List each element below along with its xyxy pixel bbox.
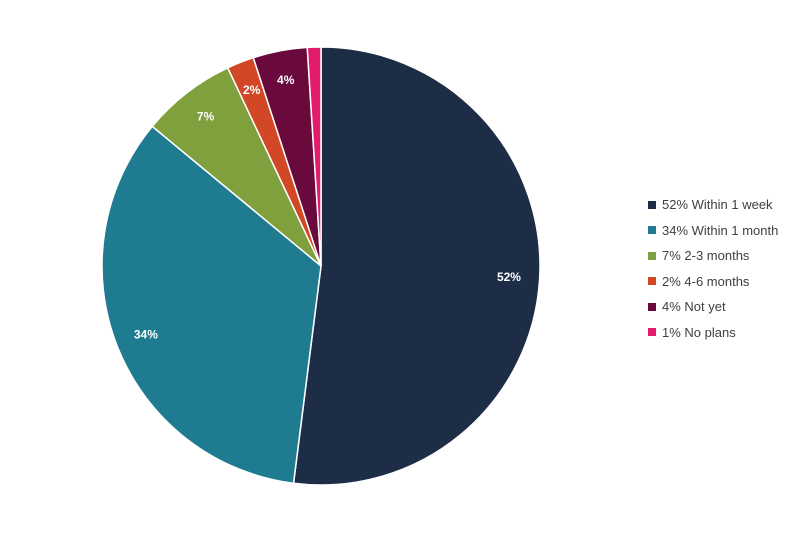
legend-swatch bbox=[648, 251, 656, 260]
slice-labels: 52% 34% 7% 2% 4% bbox=[134, 73, 521, 341]
data-label-4-6-months: 2% bbox=[243, 83, 261, 97]
data-label-within-1-week: 52% bbox=[497, 270, 521, 284]
legend-swatch bbox=[648, 226, 656, 235]
data-label-2-3-months: 7% bbox=[197, 109, 215, 123]
legend-swatch bbox=[648, 328, 656, 337]
data-label-within-1-month: 34% bbox=[134, 328, 158, 342]
legend-label: 1% No plans bbox=[662, 324, 736, 340]
legend: 52% Within 1 week 34% Within 1 month 7% … bbox=[648, 192, 778, 345]
legend-label: 2% 4-6 months bbox=[662, 273, 750, 289]
legend-swatch bbox=[648, 200, 656, 209]
pie-slice-within-1-week bbox=[292, 46, 541, 486]
pie-slices bbox=[101, 46, 541, 486]
legend-swatch bbox=[648, 302, 656, 311]
legend-label: 34% Within 1 month bbox=[662, 222, 779, 238]
legend-swatch bbox=[648, 277, 656, 286]
legend-item-2-3-months: 7% 2-3 months bbox=[648, 243, 778, 269]
legend-item-no-plans: 1% No plans bbox=[648, 320, 778, 346]
legend-item-4-6-months: 2% 4-6 months bbox=[648, 269, 778, 295]
legend-label: 4% Not yet bbox=[662, 299, 726, 315]
legend-item-not-yet: 4% Not yet bbox=[648, 294, 778, 320]
legend-item-within-1-month: 34% Within 1 month bbox=[648, 218, 778, 244]
legend-item-within-1-week: 52% Within 1 week bbox=[648, 192, 778, 218]
pie-slice-no-plans bbox=[306, 46, 322, 267]
legend-label: 52% Within 1 week bbox=[662, 197, 773, 213]
data-label-not-yet: 4% bbox=[277, 73, 295, 87]
legend-label: 7% 2-3 months bbox=[662, 248, 750, 264]
pie-slice-within-1-month bbox=[101, 125, 322, 485]
